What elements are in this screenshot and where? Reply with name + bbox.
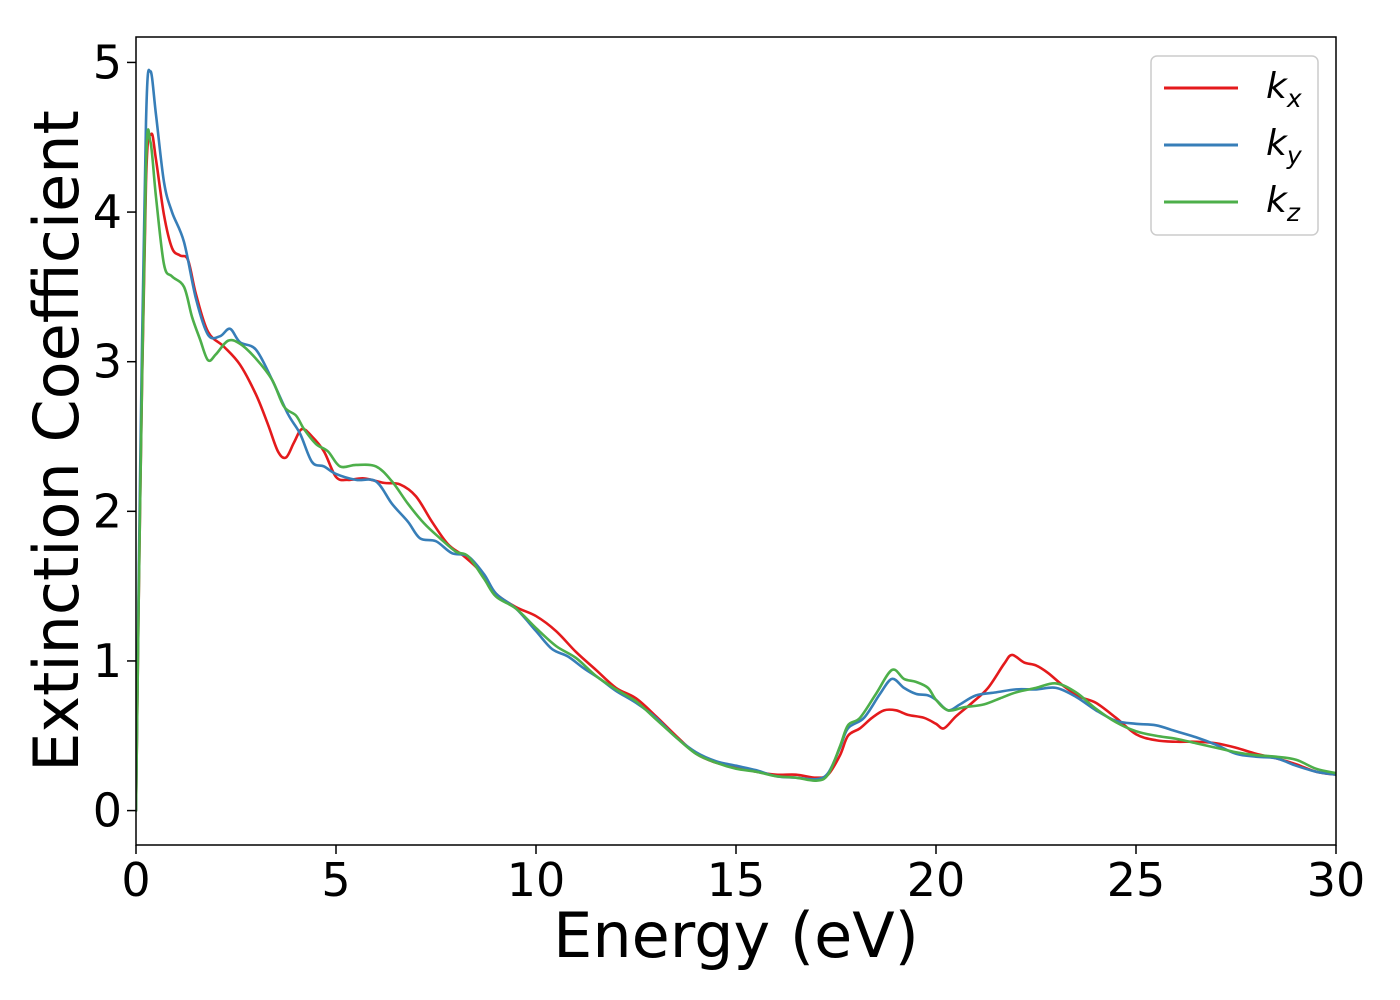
legend-label-subscript: x bbox=[1286, 84, 1302, 113]
x-tick-label: 30 bbox=[1307, 853, 1366, 907]
x-tick-label: 15 bbox=[707, 853, 766, 907]
y-axis-title: Extinction Coefficient bbox=[20, 110, 93, 772]
legend-label-ky: ky bbox=[1266, 123, 1303, 170]
series-line-kz bbox=[136, 128, 1336, 812]
x-tick-label: 0 bbox=[121, 853, 150, 907]
legend-label-kx: kx bbox=[1266, 66, 1302, 113]
x-tick-label: 20 bbox=[907, 853, 966, 907]
legend-label-kz: kz bbox=[1266, 180, 1301, 227]
x-axis-title: Energy (eV) bbox=[553, 899, 919, 972]
x-tick-label: 5 bbox=[321, 853, 350, 907]
legend-label-main: k bbox=[1266, 180, 1289, 221]
y-tick-label: 0 bbox=[93, 784, 122, 838]
x-tick-label: 25 bbox=[1107, 853, 1166, 907]
legend-label-main: k bbox=[1266, 123, 1289, 164]
y-tick-label: 3 bbox=[93, 335, 122, 389]
x-axis: 0 5 10 15 20 25 30 bbox=[121, 845, 1365, 907]
y-tick-label: 2 bbox=[93, 484, 122, 538]
legend-label-main: k bbox=[1266, 66, 1289, 107]
x-tick-label: 10 bbox=[507, 853, 566, 907]
plot-series bbox=[136, 68, 1336, 812]
y-axis: 0 1 2 3 4 5 bbox=[93, 35, 136, 838]
legend-label-subscript: z bbox=[1286, 198, 1301, 227]
legend-label-subscript: y bbox=[1286, 141, 1303, 170]
y-tick-label: 5 bbox=[93, 35, 122, 89]
y-tick-label: 4 bbox=[93, 185, 122, 239]
y-tick-label: 1 bbox=[93, 634, 122, 688]
